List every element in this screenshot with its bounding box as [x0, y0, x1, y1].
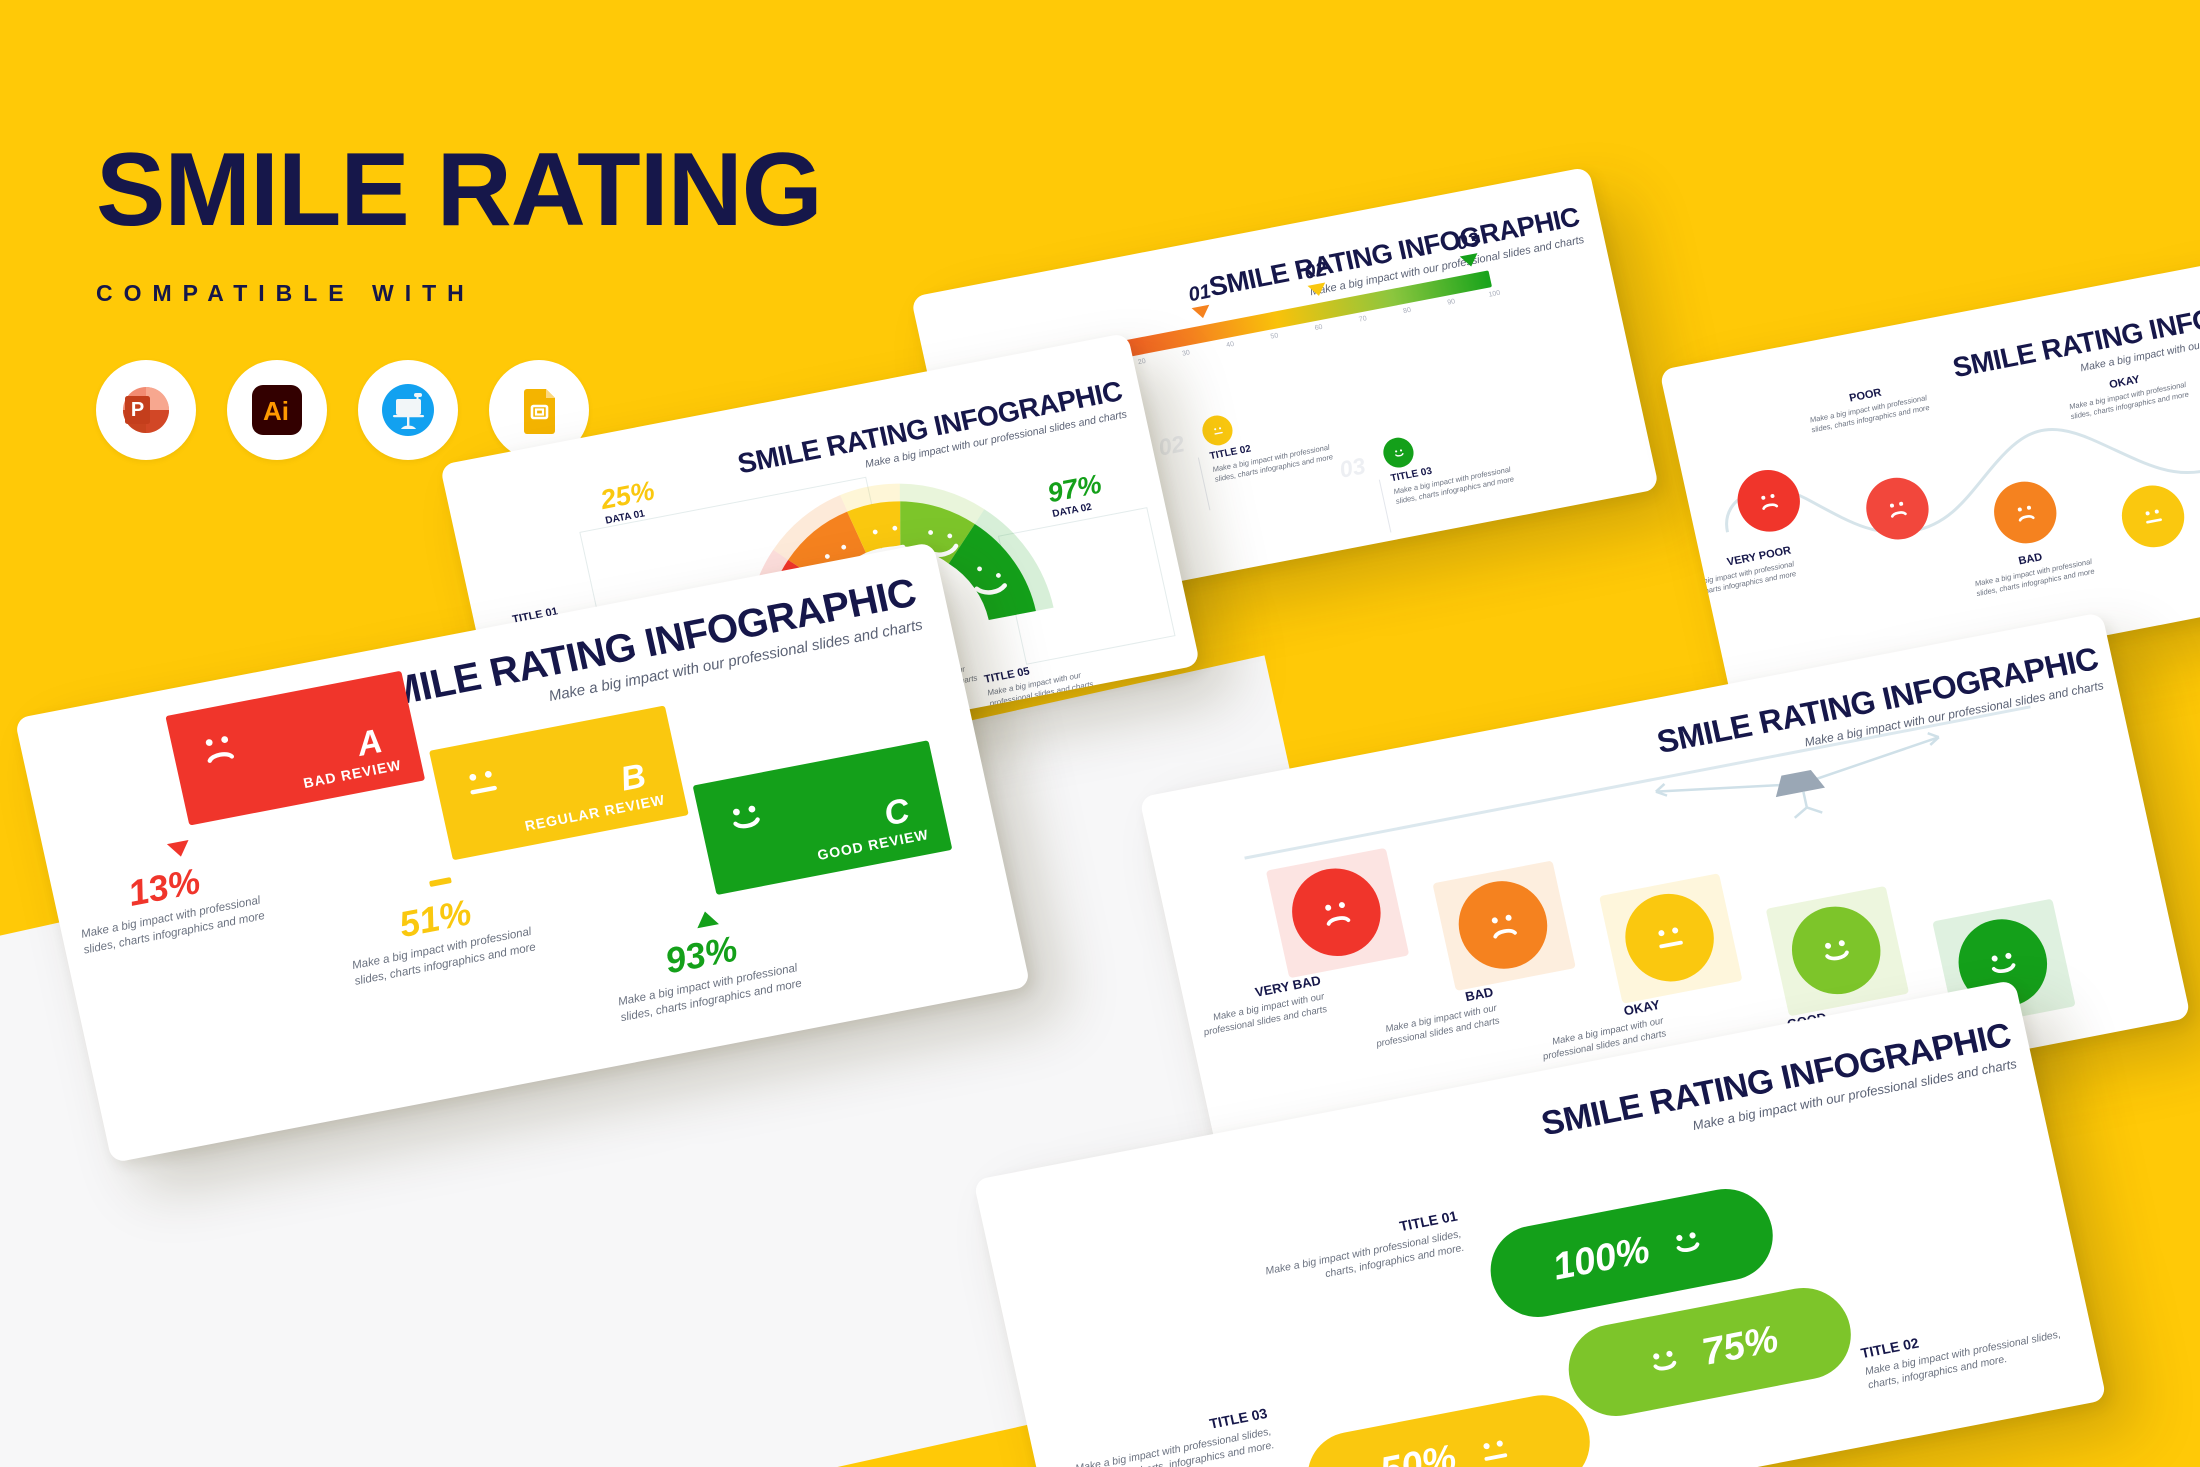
- grade-caption-b: REGULAR REVIEW: [523, 791, 667, 834]
- illustrator-icon: Ai: [252, 385, 302, 435]
- neutral-face-icon: [1658, 927, 1683, 949]
- grade-caption-a: BAD REVIEW: [301, 756, 403, 792]
- sad-face-icon: [1761, 494, 1779, 510]
- legend-divider-02: [1197, 457, 1211, 511]
- sad-face-icon: [1889, 501, 1907, 518]
- scale-marker-01-label: 01: [1186, 280, 1214, 307]
- scale-tick-40: 40: [1225, 340, 1235, 350]
- happy-face-icon: [1676, 1232, 1700, 1252]
- scale-tick-80: 80: [1402, 306, 1412, 316]
- grade-letter-a: A: [353, 722, 386, 764]
- scale-tick-100: 100: [1488, 289, 1501, 299]
- pill-100[interactable]: 100%: [1481, 1181, 1782, 1325]
- face-circle-okay: [1616, 886, 1723, 989]
- app-icon-keynote[interactable]: [358, 360, 458, 460]
- face-circle-great: [1950, 911, 2056, 1015]
- google-slides-icon: [524, 389, 555, 434]
- scale-tick-90: 90: [1446, 298, 1456, 307]
- trend-down-a-icon: [166, 839, 192, 859]
- sad-face-icon: [2017, 505, 2035, 522]
- pill-node-01: TITLE 01 Make a big impact with professi…: [1244, 1208, 1466, 1296]
- face-circle-good: [1783, 899, 1889, 1002]
- pill-node-02: TITLE 02 Make a big impact with professi…: [1859, 1305, 2081, 1393]
- scale-marker-02-label: 02: [1302, 258, 1329, 284]
- powerpoint-icon: P: [123, 387, 169, 433]
- legend-face-03: [1380, 435, 1417, 471]
- wave-face-04: [2115, 480, 2191, 553]
- scale-tick-20: 20: [1137, 357, 1147, 367]
- slide-card-faces[interactable]: SMILE RATING INFOGRAPHIC Make a big impa…: [1139, 612, 2191, 1203]
- pill-value-100: 100%: [1548, 1228, 1654, 1289]
- neutral-face-icon: [469, 770, 497, 795]
- grade-stat-a: 13% Make a big impact with professional …: [62, 851, 274, 960]
- face-circle-very-bad: [1283, 860, 1390, 964]
- scale-tick-30: 30: [1181, 349, 1191, 358]
- wave-item-poor: POOR Make a big impact with professional…: [1799, 377, 1936, 436]
- slide-card-wave[interactable]: SMILE RATING INFOGRAPHIC Make a big impa…: [1659, 237, 2200, 708]
- happy-face-icon: [1825, 940, 1849, 961]
- sad-face-icon: [1491, 914, 1517, 939]
- grade-box-b[interactable]: B REGULAR REVIEW: [428, 705, 689, 861]
- scale-tick-70: 70: [1358, 315, 1368, 324]
- pill-75[interactable]: 75%: [1559, 1280, 1860, 1424]
- neutral-face-icon: [1213, 426, 1223, 435]
- face-circle-bad: [1450, 873, 1556, 977]
- scale-marker-03-label: 03: [1454, 228, 1482, 255]
- scale-balance-icon: [1655, 732, 1940, 819]
- legend-face-02: [1199, 412, 1236, 448]
- face-item-very-bad: VERY BAD Make a big impact with our prof…: [1172, 973, 1329, 1045]
- grade-letter-b: B: [617, 756, 650, 799]
- slide-card-grades[interactable]: SMILE RATING INFOGRAPHIC Make a big impa…: [14, 541, 1031, 1164]
- grade-box-a[interactable]: A BAD REVIEW: [165, 670, 426, 826]
- page-title: SMILE RATING: [96, 132, 823, 248]
- face-item-bad: BAD Make a big impact with our professio…: [1344, 984, 1501, 1056]
- happy-face-icon: [733, 805, 760, 829]
- happy-face-icon: [1394, 448, 1403, 457]
- scale-tick-50: 50: [1269, 332, 1280, 341]
- slide-card-pills[interactable]: SMILE RATING INFOGRAPHIC Make a big impa…: [973, 979, 2107, 1467]
- happy-face-icon: [1991, 952, 2016, 974]
- svg-text:Ai: Ai: [263, 396, 289, 426]
- sad-face-icon: [1325, 902, 1351, 926]
- keynote-icon: [382, 384, 434, 436]
- kpi-right: 97% DATA 02: [1045, 469, 1107, 520]
- pill-50[interactable]: 50%: [1298, 1387, 1599, 1467]
- trend-up-c-icon: [694, 909, 719, 929]
- wave-face-03: [1988, 476, 2063, 549]
- wave-face-01: [1731, 464, 1806, 537]
- app-icon-illustrator[interactable]: Ai: [227, 360, 327, 460]
- app-icon-powerpoint[interactable]: P: [96, 360, 196, 460]
- compatible-with-label: COMPATIBLE WITH: [96, 279, 475, 306]
- sad-face-icon: [205, 736, 235, 763]
- wave-connector: [1725, 405, 2200, 535]
- neutral-face-icon: [2145, 509, 2162, 524]
- trend-flat-b-icon: [428, 877, 452, 888]
- happy-face-icon: [1653, 1350, 1677, 1371]
- grade-caption-c: GOOD REVIEW: [815, 826, 931, 864]
- grade-stat-c: 93% Make a big impact with professional …: [599, 919, 811, 1028]
- scale-marker-01-pointer: [1191, 304, 1212, 320]
- grade-box-c[interactable]: C GOOD REVIEW: [692, 740, 953, 896]
- grade-stat-b: 51% Make a big impact with professional …: [333, 882, 545, 991]
- pill-node-03: TITLE 03 Make a big impact with professi…: [1054, 1405, 1276, 1467]
- wave-face-02: [1860, 472, 1935, 545]
- legend-ghost-03: 03: [1337, 452, 1368, 483]
- pill-value-50: 50%: [1376, 1436, 1461, 1467]
- legend-divider-03: [1378, 479, 1392, 533]
- grade-letter-c: C: [880, 791, 914, 834]
- scale-tick-60: 60: [1314, 323, 1324, 333]
- svg-text:P: P: [131, 399, 144, 421]
- hero-block: SMILE RATING COMPATIBLE WITH: [96, 132, 996, 307]
- compatible-app-icons: P Ai: [96, 360, 589, 460]
- gauge-happy-2: [974, 566, 1007, 595]
- pill-value-75: 75%: [1698, 1317, 1782, 1374]
- legend-ghost-02: 02: [1156, 430, 1187, 461]
- neutral-face-icon: [1483, 1440, 1507, 1461]
